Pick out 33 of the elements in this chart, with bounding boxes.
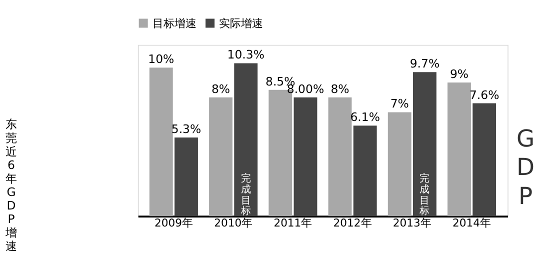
- bar: [234, 63, 258, 216]
- bar: [412, 72, 436, 216]
- bar: [149, 68, 173, 216]
- data-label: 10.3%: [227, 48, 264, 62]
- x-tick-label: 2010年: [214, 216, 253, 230]
- legend-label: 实际增速: [219, 16, 264, 30]
- x-tick-label: 2011年: [274, 216, 312, 230]
- x-tick-label: 2014年: [452, 216, 492, 230]
- x-tick-label: 2009年: [154, 216, 193, 230]
- data-label: 9%: [450, 66, 469, 81]
- bar: [353, 126, 377, 216]
- text: GDP: [516, 124, 535, 210]
- data-label: 5.3%: [171, 122, 202, 136]
- data-label: 6.1%: [350, 110, 380, 124]
- data-label: 8%: [330, 82, 350, 96]
- annotation: 完成目标: [240, 172, 251, 218]
- annotation: 完成目标: [418, 172, 430, 218]
- text: 东莞近6年GDP增速: [5, 117, 18, 253]
- data-label: 10%: [148, 52, 174, 66]
- x-tick-label: 2012年: [333, 216, 372, 230]
- bar: [294, 97, 318, 216]
- bar: [388, 112, 412, 216]
- bar: [472, 103, 496, 216]
- data-label: 9.7%: [410, 56, 440, 71]
- data-label: 7.6%: [469, 88, 500, 102]
- bar: [209, 97, 232, 216]
- bar: [328, 97, 352, 216]
- bar: [448, 82, 471, 216]
- data-label: 7%: [390, 96, 409, 111]
- bar: [174, 137, 198, 216]
- data-label: 8%: [211, 82, 230, 96]
- legend-label: 目标增速: [152, 16, 196, 30]
- x-tick-label: 2013年: [392, 216, 432, 230]
